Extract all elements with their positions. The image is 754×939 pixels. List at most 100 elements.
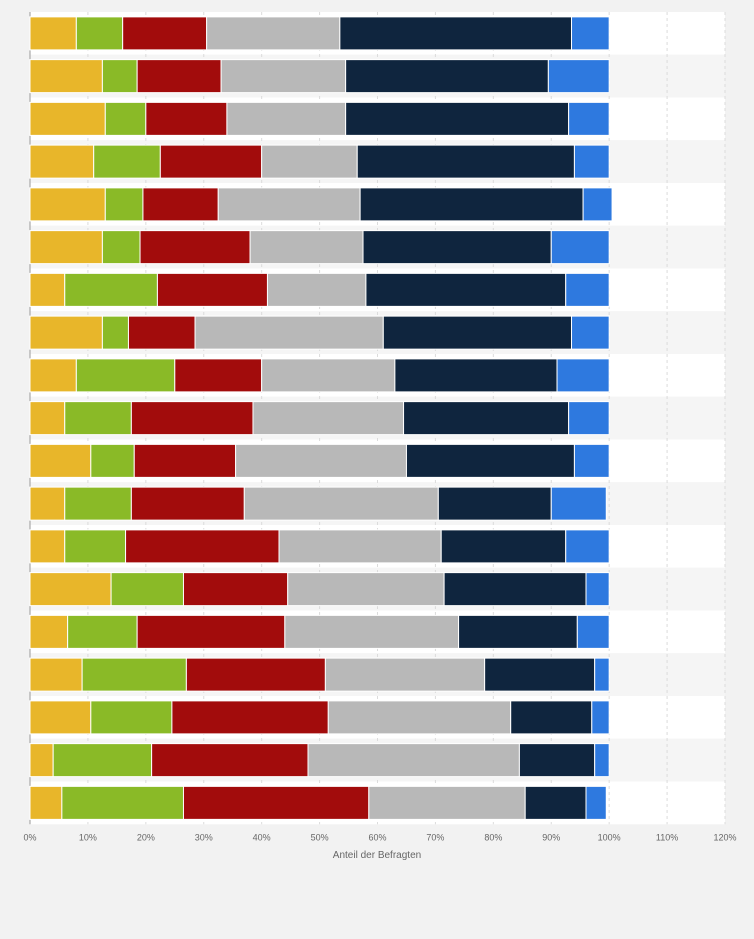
bar-segment-4[interactable] — [206, 16, 341, 51]
bar-segment-1[interactable] — [29, 230, 103, 265]
bar-segment-2[interactable] — [75, 16, 124, 51]
bar-segment-6[interactable] — [571, 315, 610, 350]
bar-segment-3[interactable] — [130, 486, 245, 521]
bar-segment-1[interactable] — [29, 572, 112, 607]
bar-segment-3[interactable] — [125, 529, 280, 564]
bar-segment-2[interactable] — [110, 572, 184, 607]
bar-segment-6[interactable] — [547, 59, 610, 94]
bar-segment-1[interactable] — [29, 315, 103, 350]
bar-segment-3[interactable] — [151, 743, 309, 778]
bar-segment-6[interactable] — [568, 401, 610, 436]
bar-segment-5[interactable] — [443, 572, 587, 607]
bar-segment-3[interactable] — [174, 358, 263, 393]
bar-segment-1[interactable] — [29, 187, 106, 222]
bar-segment-4[interactable] — [226, 101, 347, 136]
bar-segment-2[interactable] — [90, 443, 135, 478]
bar-segment-1[interactable] — [29, 358, 77, 393]
bar-segment-4[interactable] — [243, 486, 439, 521]
bar-segment-4[interactable] — [220, 59, 347, 94]
bar-segment-4[interactable] — [278, 529, 442, 564]
bar-segment-3[interactable] — [145, 101, 228, 136]
bar-segment-5[interactable] — [345, 101, 570, 136]
bar-segment-3[interactable] — [159, 144, 263, 179]
bar-segment-6[interactable] — [550, 486, 607, 521]
bar-segment-1[interactable] — [29, 743, 54, 778]
bar-segment-1[interactable] — [29, 59, 103, 94]
bar-segment-6[interactable] — [556, 358, 610, 393]
bar-segment-4[interactable] — [307, 743, 520, 778]
bar-segment-5[interactable] — [382, 315, 573, 350]
bar-segment-1[interactable] — [29, 785, 63, 820]
bar-segment-5[interactable] — [510, 700, 593, 735]
bar-segment-1[interactable] — [29, 144, 95, 179]
bar-segment-5[interactable] — [437, 486, 552, 521]
bar-segment-4[interactable] — [368, 785, 526, 820]
bar-segment-4[interactable] — [217, 187, 361, 222]
bar-segment-2[interactable] — [64, 272, 158, 307]
bar-segment-3[interactable] — [185, 657, 326, 692]
bar-segment-5[interactable] — [403, 401, 570, 436]
bar-segment-1[interactable] — [29, 443, 92, 478]
bar-segment-4[interactable] — [235, 443, 407, 478]
bar-segment-4[interactable] — [261, 144, 358, 179]
bar-segment-3[interactable] — [139, 230, 251, 265]
bar-segment-5[interactable] — [440, 529, 567, 564]
bar-segment-6[interactable] — [591, 700, 610, 735]
bar-segment-2[interactable] — [75, 358, 176, 393]
bar-segment-5[interactable] — [345, 59, 549, 94]
bar-segment-5[interactable] — [458, 614, 578, 649]
bar-segment-2[interactable] — [81, 657, 187, 692]
bar-segment-2[interactable] — [67, 614, 138, 649]
bar-segment-1[interactable] — [29, 700, 92, 735]
bar-segment-4[interactable] — [287, 572, 445, 607]
bar-segment-5[interactable] — [405, 443, 575, 478]
bar-segment-3[interactable] — [122, 16, 208, 51]
bar-segment-2[interactable] — [104, 187, 144, 222]
bar-segment-5[interactable] — [394, 358, 558, 393]
bar-segment-5[interactable] — [524, 785, 587, 820]
bar-segment-3[interactable] — [136, 59, 222, 94]
bar-segment-6[interactable] — [573, 144, 610, 179]
bar-segment-6[interactable] — [571, 16, 610, 51]
bar-segment-3[interactable] — [156, 272, 268, 307]
bar-segment-2[interactable] — [101, 59, 138, 94]
bar-segment-3[interactable] — [142, 187, 219, 222]
bar-segment-6[interactable] — [568, 101, 610, 136]
bar-segment-1[interactable] — [29, 272, 66, 307]
bar-segment-3[interactable] — [182, 785, 370, 820]
bar-segment-3[interactable] — [171, 700, 329, 735]
bar-segment-2[interactable] — [93, 144, 161, 179]
bar-segment-6[interactable] — [565, 272, 610, 307]
bar-segment-2[interactable] — [101, 315, 129, 350]
bar-segment-6[interactable] — [594, 657, 610, 692]
bar-segment-1[interactable] — [29, 657, 83, 692]
bar-segment-5[interactable] — [365, 272, 567, 307]
bar-segment-1[interactable] — [29, 614, 69, 649]
bar-segment-3[interactable] — [127, 315, 196, 350]
bar-segment-4[interactable] — [194, 315, 384, 350]
bar-segment-5[interactable] — [362, 230, 552, 265]
bar-segment-4[interactable] — [266, 272, 367, 307]
bar-segment-2[interactable] — [101, 230, 141, 265]
bar-segment-6[interactable] — [565, 529, 610, 564]
bar-segment-5[interactable] — [359, 187, 584, 222]
bar-segment-3[interactable] — [130, 401, 254, 436]
bar-segment-1[interactable] — [29, 401, 66, 436]
bar-segment-3[interactable] — [136, 614, 286, 649]
bar-segment-5[interactable] — [484, 657, 596, 692]
bar-segment-5[interactable] — [339, 16, 573, 51]
bar-segment-4[interactable] — [327, 700, 512, 735]
bar-segment-5[interactable] — [518, 743, 596, 778]
bar-segment-1[interactable] — [29, 101, 106, 136]
bar-segment-4[interactable] — [324, 657, 486, 692]
bar-segment-4[interactable] — [261, 358, 396, 393]
bar-segment-2[interactable] — [61, 785, 184, 820]
bar-segment-2[interactable] — [64, 401, 132, 436]
bar-segment-6[interactable] — [594, 743, 610, 778]
bar-segment-4[interactable] — [249, 230, 364, 265]
bar-segment-6[interactable] — [582, 187, 613, 222]
bar-segment-3[interactable] — [133, 443, 237, 478]
bar-segment-5[interactable] — [356, 144, 575, 179]
bar-segment-4[interactable] — [252, 401, 405, 436]
bar-segment-6[interactable] — [585, 572, 610, 607]
